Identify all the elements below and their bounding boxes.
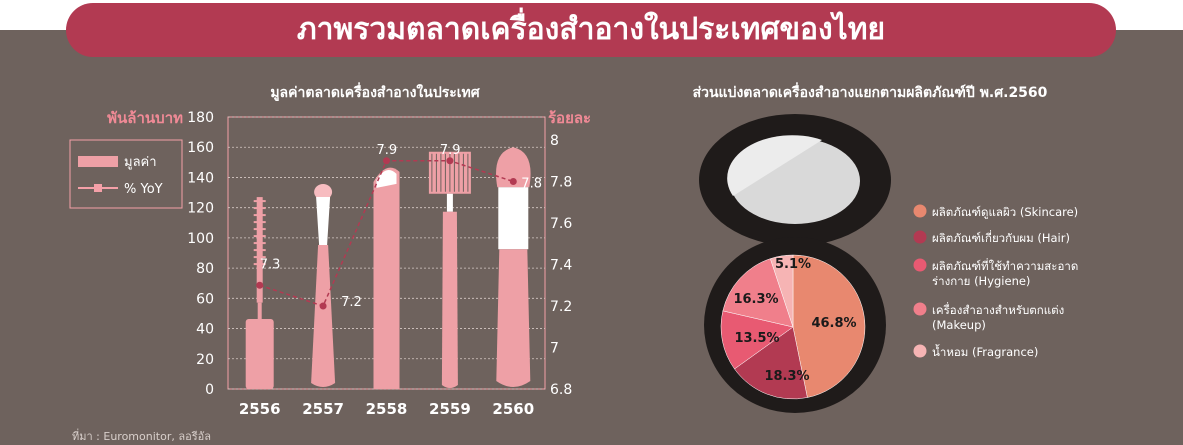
bar-lipstick-highlight — [376, 169, 397, 188]
bar-comb-neck — [446, 193, 453, 212]
bar-comb-handle — [441, 211, 458, 388]
yoy-point — [383, 157, 390, 165]
x-tick-label: 2557 — [302, 400, 344, 418]
y-axis-label-right: ร้อยละ — [548, 109, 591, 127]
y-tick-label-right: 6.8 — [550, 382, 572, 398]
x-tick-label: 2560 — [492, 400, 534, 418]
pie-legend-label: ผลิตภัณฑ์ดูแลผิว (Skincare) — [932, 205, 1078, 219]
y-tick-label-right: 7.6 — [550, 216, 572, 232]
legend-market-value: มูลค่า % YoY — [69, 139, 183, 209]
pie-legend-label: ผลิตภัณฑ์ที่ใช้ทำความสะอาด — [932, 258, 1078, 273]
y-ticks-right: 6.8 7 7.2 7.4 7.6 7.8 8 — [550, 133, 572, 398]
y-tick-label-right: 7.8 — [550, 175, 572, 191]
yoy-data-label: 7.9 — [440, 143, 461, 158]
pie-legend-swatch — [913, 302, 927, 316]
pie-slice-label: 46.8% — [811, 316, 856, 331]
pie-legend-swatch — [913, 204, 927, 218]
pie-legend: ผลิตภัณฑ์ดูแลผิว (Skincare) ผลิตภัณฑ์เกี่… — [913, 204, 1078, 359]
y-tick-label-left: 0 — [205, 382, 214, 398]
gridlines — [228, 116, 545, 390]
legend-line-label: % YoY — [124, 182, 163, 197]
bar-mascara-tube — [245, 319, 274, 389]
bar-powder-brush-ferrule — [498, 187, 529, 250]
legend-bar-label: มูลค่า — [124, 155, 157, 170]
pie-slice-label: 5.1% — [775, 257, 811, 272]
y-tick-label-left: 140 — [187, 170, 214, 186]
bar-brush-handle — [311, 245, 336, 387]
yoy-line: 7.3 7.2 7.9 7.9 7.8 — [256, 143, 542, 310]
pie-slice-label: 16.3% — [733, 292, 778, 307]
y-tick-label-left: 120 — [187, 201, 214, 217]
bar-powder-brush-handle — [496, 249, 531, 387]
bar-lipstick — [373, 167, 400, 389]
bar-mascara-stem — [257, 302, 262, 336]
y-axis-label-left: พันล้านบาท — [107, 109, 183, 127]
yoy-point — [446, 157, 454, 165]
pie-legend-label: (Makeup) — [932, 318, 986, 332]
pie-chart — [720, 254, 866, 400]
pie-legend-label: ร่างกาย (Hygiene) — [932, 274, 1030, 288]
legend-frame — [69, 139, 183, 209]
page-title: ภาพรวมตลาดเครื่องสำอางในประเทศของไทย — [296, 12, 886, 47]
bar-brush-tip — [314, 184, 333, 200]
pie-labels: 46.8% 18.3% 13.5% 16.3% 5.1% — [733, 257, 856, 384]
mirror-highlight — [727, 135, 822, 196]
y-tick-label-left: 100 — [187, 231, 214, 247]
title-banner — [66, 3, 1116, 57]
pie-slice — [720, 310, 794, 370]
yoy-point — [509, 178, 517, 185]
x-tick-label: 2559 — [429, 400, 471, 418]
yoy-data-label: 7.3 — [260, 257, 281, 272]
y-tick-label-left: 40 — [196, 322, 214, 338]
pie-slice-label: 13.5% — [734, 331, 779, 346]
legend-bar-swatch — [78, 156, 118, 167]
source-note: ที่มา : Euromonitor, ลอรีอัล — [72, 428, 211, 443]
pie-slice — [770, 254, 794, 328]
y-tick-label-right: 7.2 — [550, 299, 572, 315]
y-tick-label-right: 7.4 — [550, 258, 572, 274]
pie-legend-label: น้ำหอม (Fragrance) — [932, 344, 1038, 359]
bar-powder-brush-head — [496, 147, 531, 188]
yoy-data-label: 7.9 — [377, 143, 398, 158]
pie-slice — [722, 258, 794, 328]
bar-brush-ferrule — [316, 197, 331, 245]
y-tick-label-left: 180 — [187, 110, 214, 126]
pie-legend-swatch — [913, 344, 927, 358]
background-panel — [0, 30, 1183, 445]
y-tick-label-left: 60 — [196, 291, 214, 307]
yoy-point — [256, 281, 264, 289]
yoy-data-label: 7.8 — [521, 177, 542, 192]
x-tick-label: 2558 — [366, 400, 408, 418]
yoy-point — [319, 302, 327, 310]
chart-title-market-share: ส่วนแบ่งตลาดเครื่องสำอางแยกตามผลิตภัณฑ์ป… — [693, 82, 1048, 101]
pie-legend-swatch — [913, 258, 927, 272]
legend-line-marker — [94, 184, 102, 192]
y-tick-label-left: 20 — [196, 352, 214, 368]
bars — [245, 147, 531, 389]
pie-legend-label: เครื่องสำอางสำหรับตกแต่ง — [932, 302, 1064, 317]
y-tick-label-left: 160 — [187, 140, 214, 156]
pie-slice — [792, 254, 866, 398]
y-tick-label-right: 8 — [550, 133, 559, 149]
pie-legend-label: ผลิตภัณฑ์เกี่ยวกับผม (Hair) — [932, 230, 1070, 245]
y-tick-label-left: 80 — [196, 261, 214, 277]
x-tick-label: 2556 — [239, 400, 281, 418]
x-ticks: 2556 2557 2558 2559 2560 — [239, 400, 534, 418]
pie-legend-swatch — [913, 230, 927, 244]
yoy-data-label: 7.2 — [341, 295, 362, 310]
pie-slice — [734, 326, 808, 400]
pie-slice-label: 18.3% — [764, 369, 809, 384]
chart-title-market-value: มูลค่าตลาดเครื่องสำอางในประเทศ — [270, 82, 480, 101]
y-ticks-left: 0 20 40 60 80 100 120 140 160 180 — [187, 110, 214, 398]
y-tick-label-right: 7 — [550, 341, 559, 357]
